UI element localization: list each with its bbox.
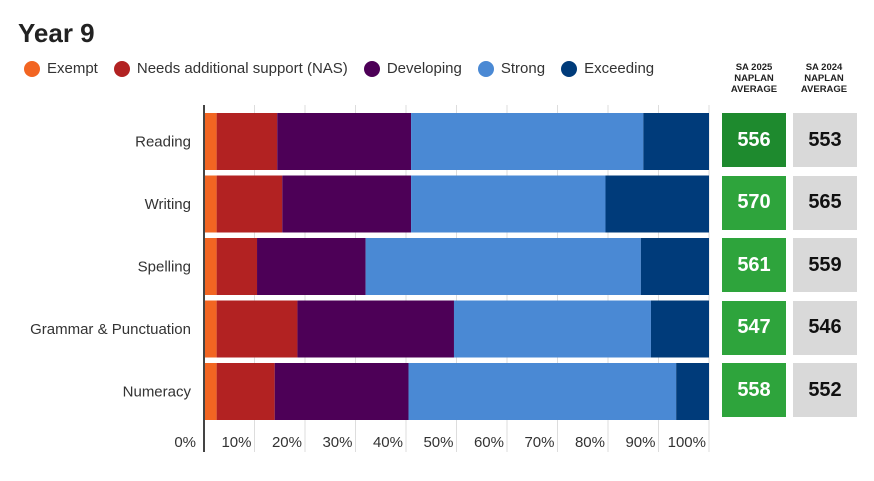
- legend-label: Needs additional support (NAS): [136, 60, 348, 77]
- bar-segment: [216, 363, 275, 420]
- legend-swatch: [24, 60, 40, 77]
- x-tick-label: 100%: [668, 434, 706, 451]
- bar-segment: [204, 175, 217, 233]
- legend-label: Developing: [386, 60, 462, 77]
- sa2024-header-line: NAPLAN: [804, 73, 844, 84]
- bar-segment: [640, 238, 709, 295]
- bar-segment: [676, 363, 709, 420]
- bar-segment: [408, 363, 677, 420]
- bar-segment: [297, 300, 454, 358]
- sa2025-average-value: 558: [722, 363, 786, 417]
- legend-item: Strong: [477, 60, 546, 77]
- x-tick-label: 70%: [524, 434, 554, 451]
- legend-swatch: [477, 60, 494, 77]
- sa2025-header: SA 2025 NAPLAN AVERAGE: [720, 62, 788, 95]
- sa2025-header-line: NAPLAN: [734, 73, 774, 84]
- sa2025-average-value: 547: [722, 300, 786, 355]
- legend-item: Exceeding: [561, 60, 654, 77]
- legend-swatch: [561, 60, 578, 77]
- sa2024-header-line: SA 2024: [805, 62, 843, 73]
- sa2025-average-value: 570: [722, 175, 786, 230]
- sa2024-average-value: 565: [793, 175, 857, 230]
- sa2025-average-value: 561: [722, 238, 786, 292]
- legend: Exempt Needs additional support (NAS) Deve…: [24, 60, 670, 77]
- bar-segment: [365, 238, 641, 295]
- sa2024-average-value: 552: [793, 363, 857, 417]
- bar-segment: [650, 300, 709, 358]
- sa2024-average-value: 559: [793, 238, 857, 292]
- bar-segment: [643, 113, 709, 170]
- x-tick-label: 20%: [272, 434, 302, 451]
- legend-swatch: [363, 60, 380, 77]
- category-label: Writing: [145, 196, 191, 213]
- bar-segment: [411, 175, 606, 233]
- x-tick-label: 0%: [174, 434, 196, 451]
- category-label: Reading: [135, 134, 191, 151]
- legend-label: Exempt: [47, 60, 98, 77]
- bar-segment: [453, 300, 651, 358]
- sa2024-header-line: AVERAGE: [800, 84, 848, 95]
- legend-item: Developing: [363, 60, 462, 77]
- sa2025-header-line: SA 2025: [735, 62, 773, 73]
- x-tick-label: 30%: [322, 434, 352, 451]
- bar-segment: [204, 300, 217, 358]
- bar-segment: [411, 113, 644, 170]
- bar-segment: [216, 113, 278, 170]
- legend-label: Strong: [500, 60, 546, 77]
- bar-segment: [277, 113, 412, 170]
- chart-title: Year 9: [18, 18, 95, 48]
- legend-swatch: [113, 60, 130, 77]
- category-label: Grammar & Punctuation: [30, 321, 191, 338]
- bar-segment: [204, 363, 217, 420]
- x-tick-label: 10%: [221, 434, 251, 451]
- sa2025-header-line: AVERAGE: [730, 84, 778, 95]
- sa2024-average-value: 546: [793, 300, 857, 355]
- x-tick-label: 40%: [373, 434, 403, 451]
- sa2024-header: SA 2024 NAPLAN AVERAGE: [790, 62, 858, 95]
- bar-segment: [605, 175, 709, 233]
- category-label: Numeracy: [123, 384, 192, 401]
- bar-segment: [282, 175, 412, 233]
- sa2024-average-value: 553: [793, 113, 857, 167]
- bar-segment: [257, 238, 366, 295]
- category-label: Spelling: [138, 259, 191, 276]
- x-tick-label: 80%: [575, 434, 605, 451]
- bar-segment: [216, 175, 283, 233]
- bar-segment: [204, 238, 217, 295]
- bar-segment: [204, 113, 217, 170]
- legend-item: Exempt: [24, 60, 98, 77]
- bar-segment: [216, 238, 258, 295]
- x-tick-label: 90%: [625, 434, 655, 451]
- sa2025-average-value: 556: [722, 113, 786, 167]
- x-tick-label: 50%: [423, 434, 453, 451]
- bar-segment: [216, 300, 298, 358]
- legend-item: Needs additional support (NAS): [113, 60, 348, 77]
- x-tick-label: 60%: [474, 434, 504, 451]
- bar-segment: [274, 363, 409, 420]
- legend-label: Exceeding: [584, 60, 655, 77]
